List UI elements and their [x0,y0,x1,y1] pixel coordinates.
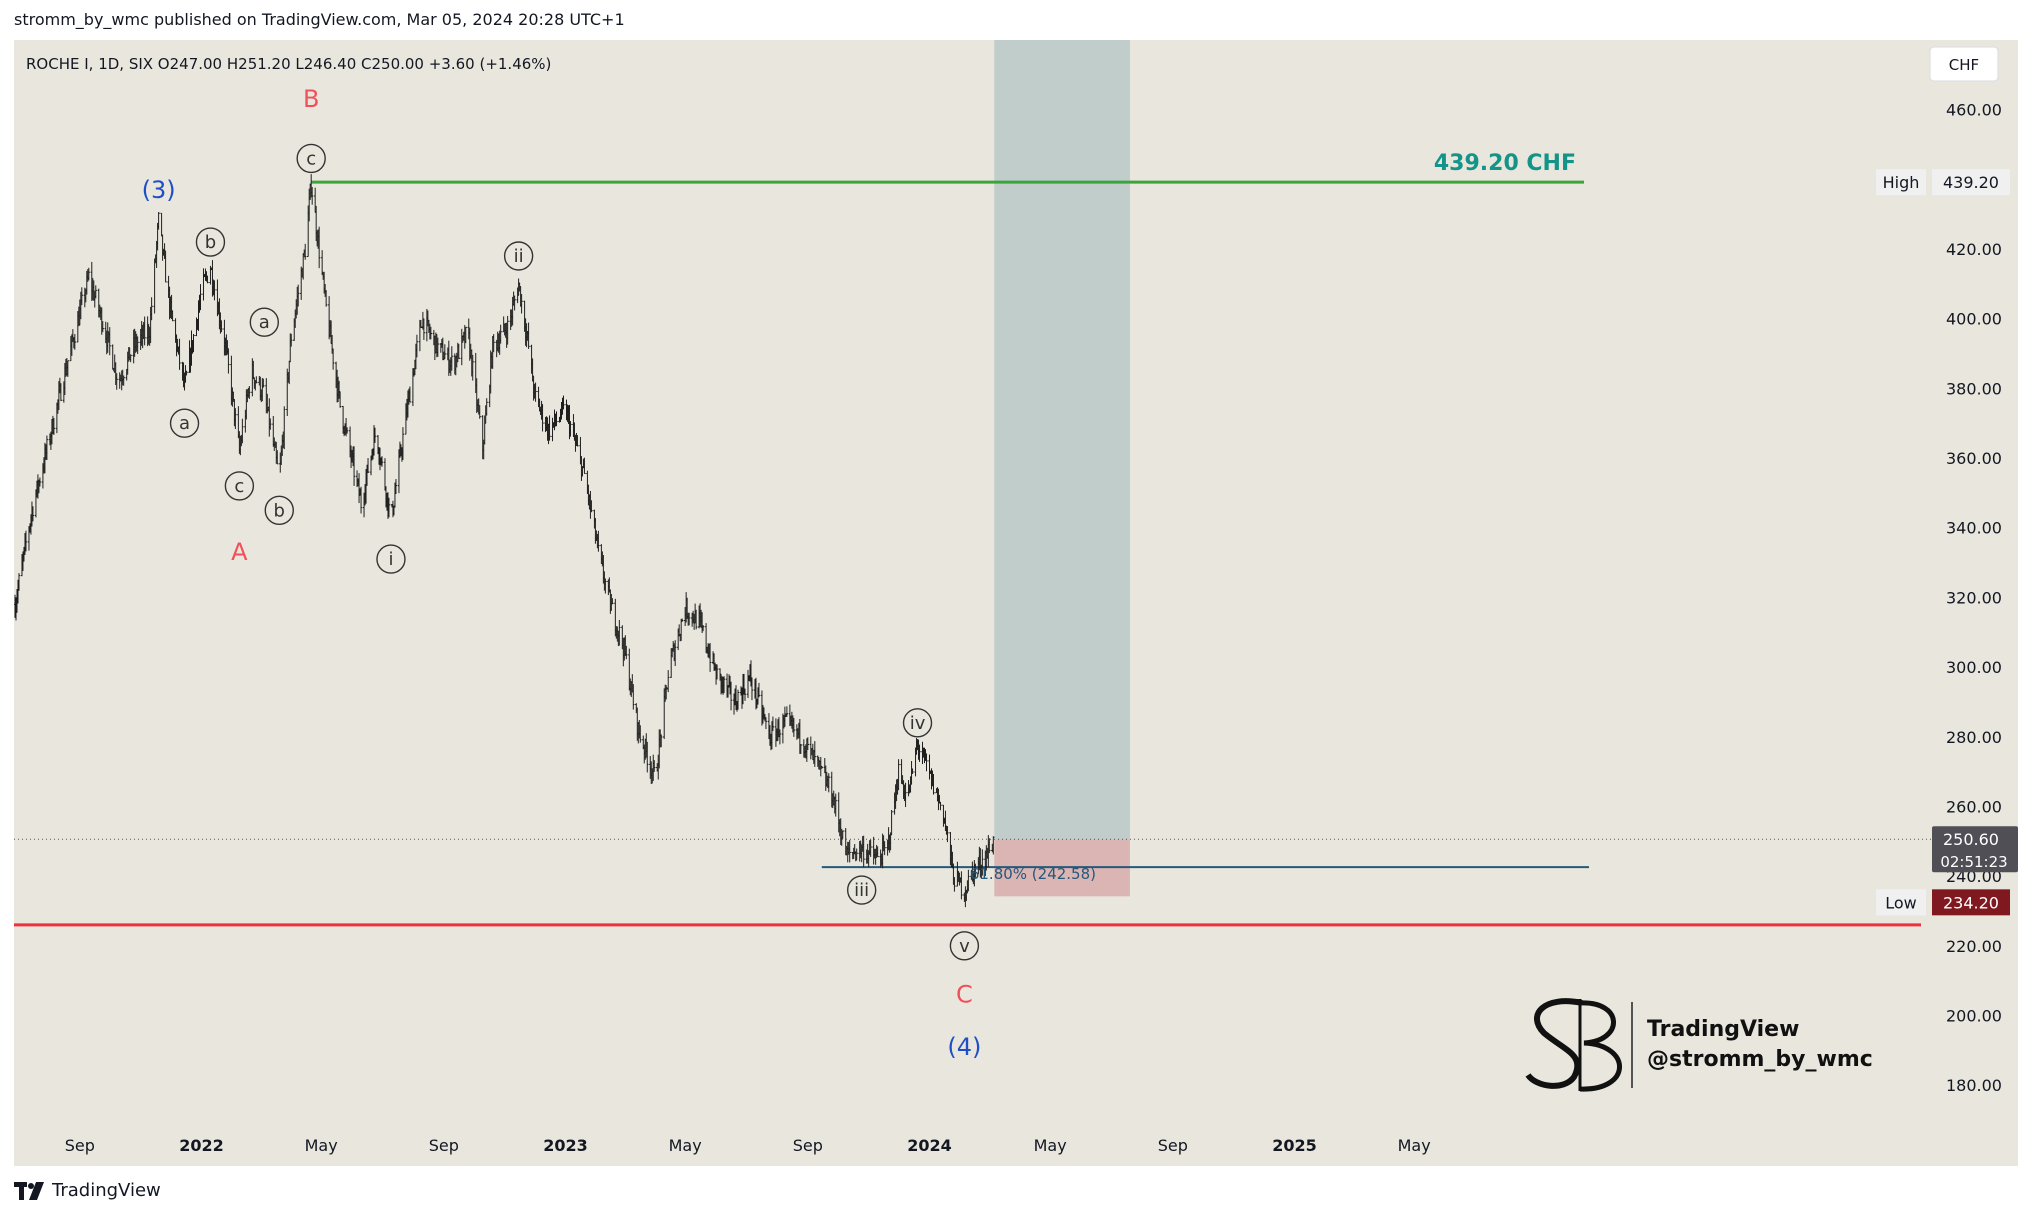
price-tick-label: 340.00 [1946,519,2002,538]
wave-label-v: v [959,936,970,957]
watermark-line2: @stromm_by_wmc [1647,1047,1873,1072]
date-tick-label: 2024 [907,1136,952,1155]
date-tick-label: Sep [65,1136,95,1155]
published-line: stromm_by_wmc published on TradingView.c… [14,10,625,29]
wave-label-circle [503,241,534,271]
low-tag-bg [1876,889,1926,916]
price-tick-label: 180.00 [1946,1076,2002,1095]
date-tick-label: 2022 [179,1136,224,1155]
wave-label-circle [296,143,326,174]
wave-label-A: A [231,538,248,566]
last-price-bg [1932,826,2018,873]
price-tick-label: 200.00 [1946,1006,2002,1025]
wave-label-(4): (4) [947,1033,981,1061]
zone-projection [994,40,1130,840]
low-value-label: 234.20 [1943,893,1999,912]
wave-label-B: B [303,85,319,113]
currency-button[interactable] [1929,46,1999,82]
wave-label-circle [949,931,980,961]
high-tag-label: High [1883,173,1920,192]
wave-label-circle [249,307,280,337]
wave-label-(3): (3) [142,176,176,204]
wave-label-circle [846,875,877,905]
symbol-ohlc-line: ROCHE I, 1D, SIX O247.00 H251.20 L246.40… [26,55,551,73]
wave-label-a: a [259,312,270,333]
watermark-line1: TradingView [1647,1017,1799,1042]
date-tick-label: May [305,1136,338,1155]
high-value-bg [1932,169,2010,196]
date-tick-label: May [1398,1136,1431,1155]
tradingview-logo-icon [14,1181,44,1200]
low-value-bg [1932,889,2010,916]
wave-label-a: a [179,413,190,434]
date-tick-label: May [669,1136,702,1155]
price-tick-label: 420.00 [1946,240,2002,259]
price-tick-label: 460.00 [1946,101,2002,120]
price-tick-label: 280.00 [1946,728,2002,747]
fib-line-label: 61.80% (242.58) [970,865,1096,883]
price-tick-label: 260.00 [1946,797,2002,816]
wave-label-iv: iv [910,713,926,734]
sb-logo [1525,998,1622,1092]
wave-label-b: b [205,232,216,253]
candles-layer [13,174,995,908]
wave-label-circle [169,408,200,438]
wave-label-b: b [274,500,285,521]
wave-label-circle [264,495,294,526]
lines-layer [14,180,2018,927]
date-tick-label: Sep [793,1136,823,1155]
price-tick-label: 360.00 [1946,449,2002,468]
date-tick-label: May [1034,1136,1067,1155]
high-value-label: 439.20 [1943,173,1999,192]
high-tag-bg [1876,169,1926,196]
low-tag-label: Low [1885,893,1917,912]
date-tick-label: Sep [429,1136,459,1155]
wave-label-circle [376,544,406,574]
footer-brand-label: TradingView [52,1180,161,1201]
date-tick-label: 2023 [543,1136,588,1155]
footer-brand[interactable]: TradingView [14,1180,161,1201]
wave-label-ii: ii [514,246,524,267]
wave-label-c: c [234,476,244,497]
wave-label-iii: iii [854,880,869,901]
date-tick-label: 2025 [1272,1136,1317,1155]
price-tick-label: 380.00 [1946,379,2002,398]
wave-label-C: C [956,981,973,1009]
author-watermark: TradingView @stromm_by_wmc [1525,998,1873,1092]
date-tick-label: Sep [1158,1136,1188,1155]
axis-layer: 460.00440.00420.00400.00380.00360.00340.… [65,101,2018,1155]
price-tick-label: 220.00 [1946,937,2002,956]
wave-label-circle [902,708,933,738]
price-tick-label: 400.00 [1946,310,2002,329]
countdown-label: 02:51:23 [1940,853,2007,871]
zones-layer [994,40,1130,897]
wave-label-circle [195,227,226,257]
price-tick-label: 300.00 [1946,658,2002,677]
wave-label-i: i [388,549,393,570]
target-line-label: 439.20 CHF [1434,151,1576,176]
currency-label: CHF [1949,56,1979,74]
last-price-label: 250.60 [1943,830,1999,849]
wave-label-circle [224,471,255,501]
wave-label-c: c [306,148,316,169]
price-tick-label: 320.00 [1946,588,2002,607]
